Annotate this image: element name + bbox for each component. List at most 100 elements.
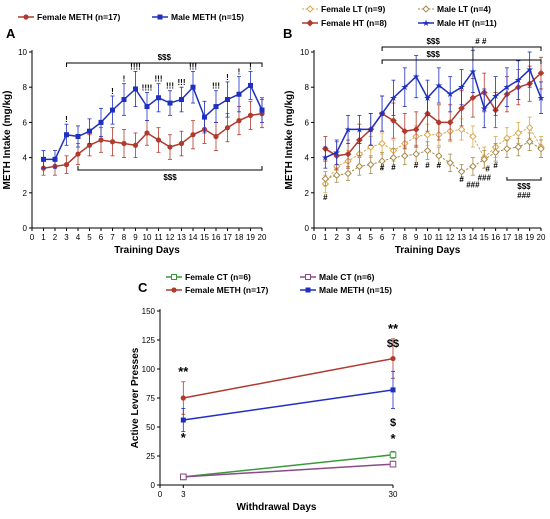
panel-b-data-point [514,143,523,151]
panel-b-x-tick-label: 7 [391,233,396,242]
panel-b-data-point [321,175,330,183]
panel-a-sig-mark: !!! [166,82,174,91]
panel-a-data-point [110,107,115,113]
panel-a-series-line [43,112,263,169]
panel-a-data-point [178,140,185,147]
panel-b-sig-mark: # [459,175,464,184]
panel-a-x-axis-label: Training Days [114,245,180,256]
panel-b-x-tick-label: 6 [380,233,385,242]
panel-letter-a: A [6,26,16,41]
legend-c-female-meth-marker [171,287,177,293]
panel-a-x-tick-label: 8 [122,233,127,242]
panel-a-data-point [75,151,81,157]
panel-b-y-tick-label: 8 [305,83,310,92]
panel-a-data-point [190,84,196,90]
panel-b-bracket-2 [381,59,542,64]
panel-a-x-tick-label: 5 [87,233,92,242]
legend-c: Female CT (n=6) Male CT (n=6) Female MET… [166,272,392,295]
panel-b-right-bracket-label-2: ### [517,191,531,200]
panel-b-y-tick-label: 4 [305,154,310,163]
panel-a-data-point [75,133,81,139]
panel-b-sig-mark: # [493,161,498,170]
panel-b-data-point [469,162,477,171]
panel-b-data-point [401,127,409,135]
legend-c-male-ct-marker [305,274,311,280]
panel-a-data-point [167,100,173,106]
panel-a-x-tick-label: 4 [76,233,81,242]
panel-b-data-point: ★ [469,66,477,76]
panel-a-top-bracket [66,62,263,67]
panel-c-data-point [389,451,397,459]
panel-b-data-point [390,117,397,124]
legend-b-male-lt: Male LT (n=4) [437,4,491,14]
panel-a-data-point [179,97,184,103]
panel-a-sig-mark: !!! [178,78,186,87]
panel-a-sig-mark: !!!! [142,83,153,92]
panel-c-day30-below-2: * [390,431,396,446]
panel-a-x-tick-label: 10 [143,233,152,242]
panel-a-x-tick-label: 1 [41,233,46,242]
panel-a-data-point [236,118,242,124]
panel-c-day30-above-2: $$ [387,338,399,350]
panel-b-data-point [469,132,477,141]
panel-b-sig-mark: # [380,163,385,172]
panel-b-x-tick-label: 11 [435,233,444,242]
panel-a-data-point [87,128,92,134]
panel-b-data-point [435,152,443,160]
panel-b-sig-mark: # [485,165,490,174]
panel-b-right-bracket [506,177,542,181]
panel-c-y-tick-label: 125 [142,336,156,345]
panel-b-data-point [423,146,432,155]
panel-b-data-point [412,150,420,158]
panel-a-x-tick-label: 6 [99,233,104,242]
panel-a-x-tick-label: 3 [64,233,69,242]
panel-a-x-tick-label: 16 [212,233,221,242]
panel-b-x-tick-label: 18 [514,233,523,242]
panel-a-data-point [41,156,46,162]
panel-b-data-point [525,123,534,132]
legend-c-male-meth: Male METH (n=15) [319,285,392,295]
panel-b-data-point [537,69,545,77]
panel-a-data-point [259,107,265,113]
panel-a-x-tick-label: 2 [53,233,58,242]
panel-b-data-point [435,119,443,126]
legend-b-female-ht-marker [306,19,314,27]
panel-a-x-tick-label: 9 [133,233,138,242]
panel-a-sig-mark: ! [123,75,126,84]
panel-a-data-point [248,82,253,88]
panel-a-sig-mark: !!!! [130,62,141,71]
panel-b-sig-mark: # [425,161,430,170]
panel-b-y-tick-label: 10 [300,48,309,57]
panel-b-data-point: ★ [537,93,545,103]
panel-b-x-tick-label: 17 [502,233,511,242]
panel-b-data-point: ★ [435,80,443,90]
legend-c-female-ct-marker [171,274,177,280]
panel-c-y-tick-label: 75 [146,394,155,403]
panel-a-sig-mark: ! [238,68,241,77]
panel-b-x-tick-label: 4 [357,233,362,242]
panel-a-x-tick-label: 13 [177,233,186,242]
legend-c-female-meth: Female METH (n=17) [185,285,269,295]
panel-b-data-point [423,131,432,139]
panel-b-data-point [367,160,375,169]
panel-a-data-point [224,125,231,131]
panel-a-data-point [156,95,161,101]
panel-b-data-point [344,150,352,158]
panel-b-x-tick-label: 16 [491,233,500,242]
panel-b-sig-mark: ### [466,181,480,190]
legend-b-female-lt-marker [306,5,314,13]
panel-a-data-point [63,162,70,168]
legend-c-female-ct: Female CT (n=6) [185,272,251,282]
panel-b-data-point: ★ [389,93,397,103]
panel-c-chart: 0 25 50 75 100 125 150 0 3 30 Withdrawal Days Activ… [130,307,399,513]
panel-b-data-point [401,152,409,160]
panel-c-x-tick-label: 30 [389,490,398,499]
panel-a-sig-mark: ! [226,73,229,82]
panel-b-data-point [446,159,454,167]
panel-a-data-point [167,144,173,150]
panel-b-data-point: ★ [412,72,420,82]
panel-b-bracket-1-label-2: # # [475,37,487,46]
panel-b-data-point: ★ [458,82,466,92]
panel-a-x-tick-label: 19 [246,233,255,242]
panel-a-y-tick-label: 8 [23,83,28,92]
